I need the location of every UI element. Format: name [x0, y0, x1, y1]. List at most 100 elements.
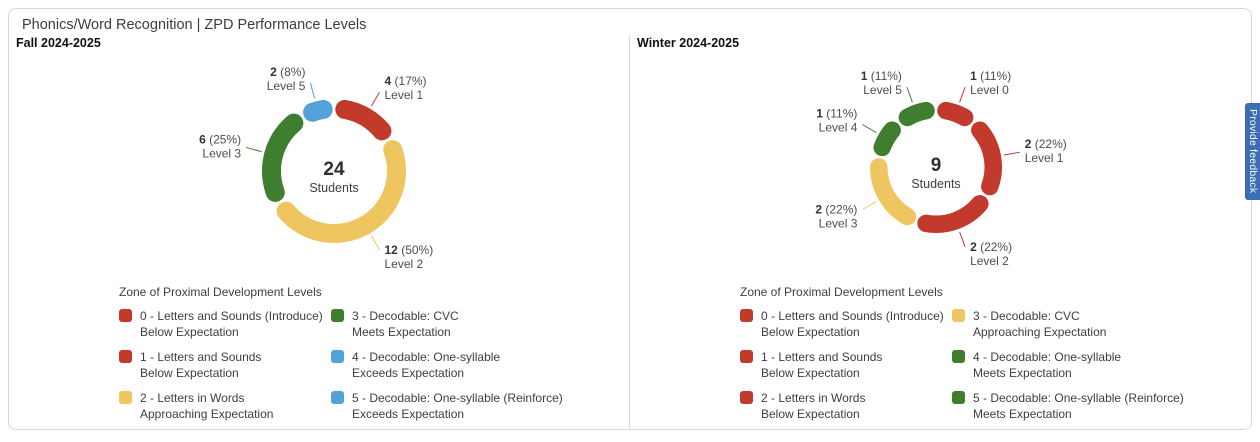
legend-swatch: [952, 391, 965, 404]
slice-label-value: 1 (11%): [816, 107, 857, 121]
slice-label-value: 2 (22%): [815, 203, 857, 217]
slice-label-level: Level 1: [1025, 151, 1064, 165]
legend-fall: Zone of Proximal Development Levels 0 - …: [119, 285, 563, 422]
donut-slice-level-2[interactable]: [917, 195, 989, 233]
slice-label-value: 1 (11%): [970, 69, 1011, 83]
legend-text: 0 - Letters and Sounds (Introduce) Below …: [140, 308, 323, 340]
donut-slice-level-1[interactable]: [971, 121, 1002, 196]
legend-swatch: [331, 309, 344, 322]
donut-slice-level-2[interactable]: [276, 140, 406, 243]
slice-label-level: Level 1: [385, 88, 424, 102]
legend-expectation-status: Meets Expectation: [973, 407, 1072, 421]
slice-leader-line: [862, 201, 877, 210]
slice-label-value: 4 (17%): [385, 74, 427, 88]
slice-label-level: Level 3: [202, 146, 241, 160]
panel-title-fall: Fall 2024-2025: [16, 36, 101, 50]
panel-divider: [629, 35, 630, 429]
legend-text: 0 - Letters and Sounds (Introduce) Below …: [761, 308, 944, 340]
legend-grid: 0 - Letters and Sounds (Introduce) Below …: [740, 308, 1184, 422]
slice-label-level: Level 3: [819, 217, 858, 231]
legend-swatch: [740, 391, 753, 404]
legend-level-name: 0 - Letters and Sounds (Introduce): [140, 309, 323, 323]
donut-chart-fall: 4 (17%)Level 112 (50%)Level 26 (25%)Leve…: [199, 65, 434, 271]
legend-level-name: 1 - Letters and Sounds: [140, 350, 262, 364]
slice-leader-line: [959, 86, 966, 103]
slice-label-level: Level 2: [970, 254, 1009, 268]
legend-expectation-status: Exceeds Expectation: [352, 366, 465, 380]
legend-title: Zone of Proximal Development Levels: [119, 285, 322, 299]
donut-slice-level-4[interactable]: [873, 121, 901, 157]
legend-expectation-status: Exceeds Expectation: [352, 407, 465, 421]
legend-text: 3 - Decodable: CVC Meets Expectation: [352, 308, 459, 340]
donut-slice-level-3[interactable]: [870, 158, 917, 226]
donut-chart-winter: 1 (11%)Level 02 (22%)Level 12 (22%)Level…: [815, 69, 1067, 268]
slice-leader-line: [1003, 151, 1020, 156]
donut-slice-level-5[interactable]: [303, 99, 333, 122]
legend-expectation-status: Meets Expectation: [973, 366, 1072, 380]
legend-swatch: [331, 350, 344, 363]
legend-item: 0 - Letters and Sounds (Introduce) Below …: [119, 308, 331, 340]
slice-label-level: Level 4: [819, 121, 858, 135]
legend-item: 2 - Letters in Words Approaching Expectat…: [119, 390, 331, 422]
slice-label-value: 2 (22%): [970, 240, 1012, 254]
donut-slice-level-0[interactable]: [937, 101, 974, 127]
legend-item: 0 - Letters and Sounds (Introduce) Below …: [740, 308, 952, 340]
legend-winter: Zone of Proximal Development Levels 0 - …: [740, 285, 1184, 422]
donut-slice-level-5[interactable]: [898, 101, 935, 127]
slice-leader-line: [862, 124, 877, 133]
donut-center-value: 24: [323, 159, 345, 180]
legend-item: 3 - Decodable: CVC Meets Expectation: [331, 308, 563, 340]
legend-grid: 0 - Letters and Sounds (Introduce) Below …: [119, 308, 563, 422]
slice-label-value: 1 (11%): [861, 69, 902, 83]
slice-label-value: 2 (22%): [1025, 137, 1067, 151]
panel-fall: Fall 2024-2025 4 (17%) Level 1 12 (50%) Lev…: [9, 9, 629, 429]
page-title: Phonics/Word Recognition | ZPD Performan…: [22, 17, 367, 33]
slice-leader-line: [371, 235, 380, 251]
donut-slice-level-3[interactable]: [262, 113, 304, 202]
slice-leader-line: [245, 146, 262, 153]
legend-expectation-status: Meets Expectation: [352, 325, 451, 339]
legend-expectation-status: Below Expectation: [140, 325, 239, 339]
legend-swatch: [119, 350, 132, 363]
legend-text: 5 - Decodable: One-syllable (Reinforce) E…: [352, 390, 563, 422]
legend-text: 4 - Decodable: One-syllable Exceeds Expec…: [352, 349, 500, 381]
slice-label-level: Level 5: [863, 83, 902, 97]
legend-expectation-status: Below Expectation: [140, 366, 239, 380]
donut-center-label: Students: [309, 181, 358, 195]
legend-level-name: 3 - Decodable: CVC: [973, 309, 1080, 323]
legend-item: 3 - Decodable: CVC Approaching Expectatio…: [952, 308, 1184, 340]
legend-swatch: [740, 309, 753, 322]
legend-text: 2 - Letters in Words Below Expectation: [761, 390, 865, 422]
legend-expectation-status: Approaching Expectation: [973, 325, 1107, 339]
slice-leader-line: [906, 86, 913, 103]
legend-item: 1 - Letters and Sounds Below Expectation: [740, 349, 952, 381]
legend-level-name: 2 - Letters in Words: [140, 391, 245, 405]
legend-text: 3 - Decodable: CVC Approaching Expectatio…: [973, 308, 1106, 340]
legend-title: Zone of Proximal Development Levels: [740, 285, 943, 299]
legend-level-name: 4 - Decodable: One-syllable: [352, 350, 501, 364]
legend-item: 5 - Decodable: One-syllable (Reinforce) E…: [331, 390, 563, 422]
provide-feedback-tab[interactable]: Provide feedback: [1245, 103, 1260, 200]
legend-text: 1 - Letters and Sounds Below Expectation: [140, 349, 261, 381]
legend-level-name: 4 - Decodable: One-syllable: [973, 350, 1122, 364]
legend-text: 4 - Decodable: One-syllable Meets Expecta…: [973, 349, 1121, 381]
legend-text: 5 - Decodable: One-syllable (Reinforce) M…: [973, 390, 1184, 422]
legend-level-name: 5 - Decodable: One-syllable (Reinforce): [973, 391, 1184, 405]
slice-label-value: 12 (50%): [385, 243, 434, 257]
panel-title-winter: Winter 2024-2025: [637, 36, 740, 50]
legend-item: 2 - Letters in Words Below Expectation: [740, 390, 952, 422]
legend-swatch: [952, 350, 965, 363]
legend-swatch: [740, 350, 753, 363]
zpd-performance-card: Phonics/Word Recognition | ZPD Performan…: [8, 8, 1252, 430]
slice-label-value: 6 (25%): [199, 132, 241, 146]
donut-center-label: Students: [911, 177, 960, 191]
legend-swatch: [119, 391, 132, 404]
legend-expectation-status: Below Expectation: [761, 325, 860, 339]
legend-expectation-status: Below Expectation: [761, 366, 860, 380]
legend-level-name: 1 - Letters and Sounds: [761, 350, 883, 364]
slice-leader-line: [959, 231, 966, 248]
slice-leader-line: [309, 82, 316, 99]
legend-text: 1 - Letters and Sounds Below Expectation: [761, 349, 882, 381]
donut-slice-level-1[interactable]: [335, 99, 392, 141]
